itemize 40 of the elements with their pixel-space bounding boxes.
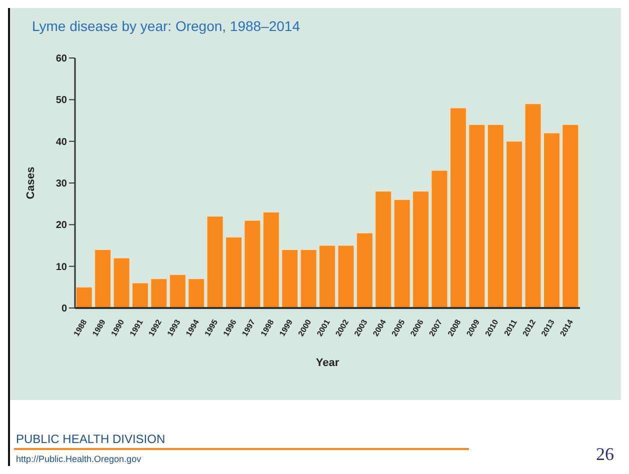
y-tick-label: 20	[56, 220, 68, 232]
bar	[300, 249, 317, 308]
bar	[319, 245, 336, 308]
bar	[76, 286, 92, 308]
bar	[412, 191, 430, 308]
bar	[244, 220, 261, 308]
y-tick-label: 40	[56, 136, 68, 148]
y-tick-label: 60	[56, 54, 68, 65]
bar	[524, 104, 542, 308]
bar	[356, 232, 373, 308]
bar	[226, 236, 242, 308]
bar	[431, 170, 448, 308]
bar	[450, 108, 466, 308]
bar	[150, 278, 168, 308]
y-axis-title: Cases	[24, 166, 37, 200]
text: http://Public.Health.Oregon.gov	[16, 454, 142, 464]
bar	[262, 212, 280, 308]
bar	[338, 245, 354, 308]
bar	[543, 132, 560, 308]
bar	[487, 124, 504, 308]
bar	[506, 141, 523, 308]
y-tick-label: 10	[56, 262, 68, 273]
bar	[394, 199, 410, 308]
chart-title: Lyme disease by year: Oregon, 1988–2014	[32, 18, 300, 34]
bar	[562, 124, 579, 308]
y-tick-label: 50	[56, 95, 68, 106]
text: 26	[596, 444, 614, 465]
bar	[94, 249, 112, 308]
bar	[169, 274, 186, 308]
text: PUBLIC HEALTH DIVISION	[16, 432, 166, 446]
y-tick-label: 30	[56, 178, 68, 190]
bar	[113, 258, 130, 308]
bar	[132, 282, 148, 308]
y-tick-label: 0	[61, 304, 68, 315]
bar	[468, 124, 486, 308]
bar	[206, 216, 224, 308]
bar	[375, 191, 392, 308]
bar	[282, 249, 298, 308]
bar	[188, 278, 205, 308]
x-axis-title: Year	[316, 357, 340, 369]
